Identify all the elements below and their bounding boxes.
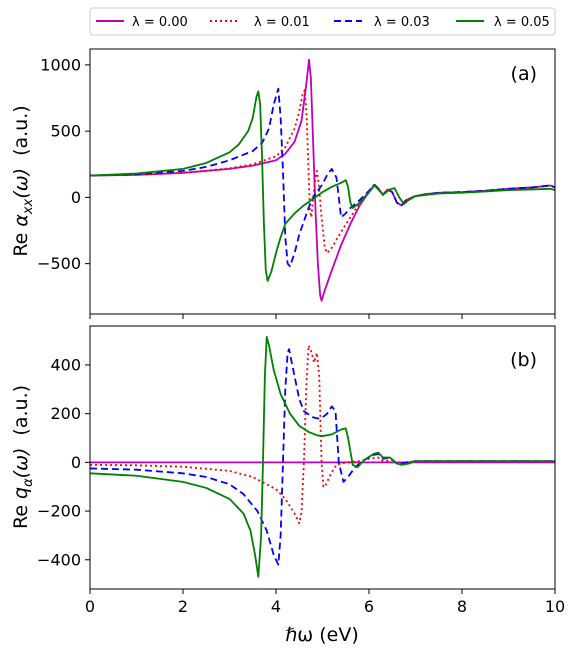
y-axis-title-a: Re αxx(ω) (a.u.) [10,105,36,256]
y-ticks-a: −500 0 500 1000 [37,55,90,273]
panel-label-b: (b) [510,349,537,371]
y-tick-label: −400 [37,550,81,569]
x-ticks-b: 0 2 4 6 8 10 [85,589,565,616]
x-tick-label: 0 [85,597,95,616]
panel-a: −500 0 500 1000 (a) Re αxx(ω) (a.u.) [10,48,556,319]
ylabel-prefix-b: Re [10,499,32,529]
ylabel-sub-b: α [21,478,36,487]
legend: λ = 0.00 λ = 0.01 λ = 0.03 λ = 0.05 [89,7,556,36]
y-tick-label: 500 [50,122,81,141]
plot-frame-b [89,325,556,590]
legend-entry: λ = 0.00 [96,15,188,30]
series-group-b [90,336,555,578]
ylabel-arg-a: (ω) [10,168,32,199]
y-tick-label: 0 [71,188,81,207]
legend-label: λ = 0.03 [374,15,430,30]
y-tick-label: 1000 [40,55,81,74]
ylabel-symbol-b: q [10,487,32,499]
plot-frame-a [89,48,556,315]
ylabel-arg-b: (ω) [10,448,32,479]
legend-entry: λ = 0.05 [456,15,550,30]
y-ticks-b: −400 −200 0 200 400 [37,355,90,569]
x-tick-label: 4 [271,597,281,616]
x-axis-title: ℏω (eV) [285,624,359,646]
y-tick-label: −500 [37,254,81,273]
series-line [90,58,555,302]
ylabel-symbol-a: α [10,214,32,227]
legend-entry: λ = 0.01 [210,15,310,30]
legend-label: λ = 0.00 [132,15,188,30]
x-tick-label: 8 [457,597,467,616]
series-line [90,336,555,578]
ylabel-prefix-a: Re [10,227,32,257]
ylabel-unit-a: (a.u.) [10,105,32,156]
series-line [90,344,555,525]
y-tick-label: −200 [37,502,81,521]
panel-b: −400 −200 0 200 400 0 2 4 6 8 10 (b) Re qα(ω) (a.u… [10,325,565,616]
legend-label: λ = 0.05 [494,15,550,30]
series-group-a [90,58,555,302]
y-tick-label: 400 [50,355,81,374]
series-line [90,348,555,566]
x-ticks-a [89,314,556,319]
series-line [90,90,555,282]
x-tick-label: 6 [364,597,374,616]
panel-label-a: (a) [511,63,537,85]
ylabel-sub-a: xx [21,198,36,215]
legend-label: λ = 0.01 [254,15,310,30]
ylabel-unit-b: (a.u.) [10,385,32,436]
y-axis-title-b: Re qα(ω) (a.u.) [10,385,36,529]
y-tick-label: 0 [71,453,81,472]
x-tick-label: 2 [178,597,188,616]
x-tick-label: 10 [545,597,565,616]
legend-entry: λ = 0.03 [334,15,430,30]
y-tick-label: 200 [50,404,81,423]
series-line [90,87,555,268]
legend-frame [89,7,556,36]
series-line [90,89,555,254]
